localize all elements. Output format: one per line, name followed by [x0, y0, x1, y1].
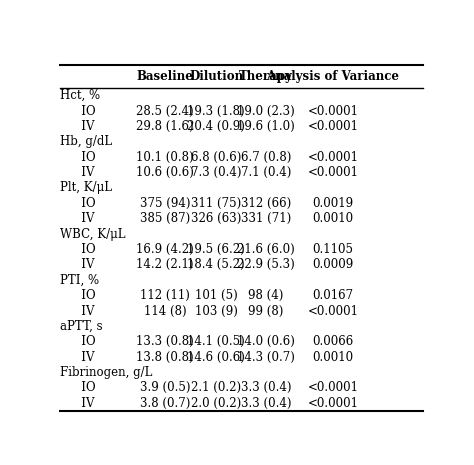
Text: 10.6 (0.6): 10.6 (0.6) — [136, 166, 194, 179]
Text: 7.3 (0.4): 7.3 (0.4) — [191, 166, 242, 179]
Text: IO: IO — [70, 381, 95, 394]
Text: 311 (75): 311 (75) — [191, 197, 241, 210]
Text: 385 (87): 385 (87) — [140, 212, 190, 225]
Text: 22.9 (5.3): 22.9 (5.3) — [237, 259, 295, 272]
Text: 0.0167: 0.0167 — [312, 289, 354, 302]
Text: 3.3 (0.4): 3.3 (0.4) — [241, 397, 291, 410]
Text: <0.0001: <0.0001 — [308, 397, 358, 410]
Text: 101 (5): 101 (5) — [195, 289, 237, 302]
Text: Therapy: Therapy — [239, 70, 293, 83]
Text: 103 (9): 103 (9) — [195, 305, 238, 318]
Text: 2.1 (0.2): 2.1 (0.2) — [191, 381, 241, 394]
Text: aPTT, s: aPTT, s — [60, 320, 103, 333]
Text: 0.0010: 0.0010 — [312, 212, 354, 225]
Text: Fibrinogen, g/L: Fibrinogen, g/L — [60, 366, 153, 379]
Text: 6.7 (0.8): 6.7 (0.8) — [241, 151, 291, 164]
Text: IO: IO — [70, 197, 95, 210]
Text: 14.0 (0.6): 14.0 (0.6) — [237, 335, 295, 348]
Text: 28.5 (2.4): 28.5 (2.4) — [136, 105, 194, 118]
Text: 3.8 (0.7): 3.8 (0.7) — [140, 397, 190, 410]
Text: IV: IV — [70, 120, 94, 133]
Text: <0.0001: <0.0001 — [308, 105, 358, 118]
Text: Analysis of Variance: Analysis of Variance — [266, 70, 400, 83]
Text: IO: IO — [70, 335, 95, 348]
Text: 0.1105: 0.1105 — [312, 243, 354, 256]
Text: Hb, g/dL: Hb, g/dL — [60, 135, 112, 148]
Text: <0.0001: <0.0001 — [308, 166, 358, 179]
Text: 312 (66): 312 (66) — [241, 197, 291, 210]
Text: 19.5 (6.2): 19.5 (6.2) — [187, 243, 245, 256]
Text: Dilution: Dilution — [189, 70, 243, 83]
Text: Baseline: Baseline — [137, 70, 193, 83]
Text: IO: IO — [70, 243, 95, 256]
Text: 0.0010: 0.0010 — [312, 351, 354, 364]
Text: PTI, %: PTI, % — [60, 274, 100, 287]
Text: 19.0 (2.3): 19.0 (2.3) — [237, 105, 295, 118]
Text: IO: IO — [70, 151, 95, 164]
Text: 18.4 (5.2): 18.4 (5.2) — [188, 259, 245, 272]
Text: 326 (63): 326 (63) — [191, 212, 241, 225]
Text: IV: IV — [70, 397, 94, 410]
Text: IO: IO — [70, 105, 95, 118]
Text: 21.6 (6.0): 21.6 (6.0) — [237, 243, 295, 256]
Text: 3.3 (0.4): 3.3 (0.4) — [241, 381, 291, 394]
Text: 14.2 (2.1): 14.2 (2.1) — [136, 259, 193, 272]
Text: IV: IV — [70, 305, 94, 318]
Text: Hct, %: Hct, % — [60, 89, 100, 102]
Text: IV: IV — [70, 351, 94, 364]
Text: WBC, K/μL: WBC, K/μL — [60, 228, 126, 240]
Text: 13.8 (0.8): 13.8 (0.8) — [136, 351, 194, 364]
Text: <0.0001: <0.0001 — [308, 151, 358, 164]
Text: Plt, K/μL: Plt, K/μL — [60, 181, 112, 194]
Text: 99 (8): 99 (8) — [248, 305, 283, 318]
Text: 14.1 (0.5): 14.1 (0.5) — [187, 335, 245, 348]
Text: 14.3 (0.7): 14.3 (0.7) — [237, 351, 295, 364]
Text: IV: IV — [70, 212, 94, 225]
Text: <0.0001: <0.0001 — [308, 305, 358, 318]
Text: 0.0019: 0.0019 — [312, 197, 354, 210]
Text: 112 (11): 112 (11) — [140, 289, 190, 302]
Text: 13.3 (0.8): 13.3 (0.8) — [136, 335, 194, 348]
Text: 331 (71): 331 (71) — [241, 212, 291, 225]
Text: <0.0001: <0.0001 — [308, 120, 358, 133]
Text: 14.6 (0.6): 14.6 (0.6) — [187, 351, 245, 364]
Text: 6.8 (0.6): 6.8 (0.6) — [191, 151, 241, 164]
Text: 0.0009: 0.0009 — [312, 259, 354, 272]
Text: IO: IO — [70, 289, 95, 302]
Text: 375 (94): 375 (94) — [140, 197, 190, 210]
Text: 29.8 (1.6): 29.8 (1.6) — [136, 120, 194, 133]
Text: IV: IV — [70, 259, 94, 272]
Text: 2.0 (0.2): 2.0 (0.2) — [191, 397, 241, 410]
Text: <0.0001: <0.0001 — [308, 381, 358, 394]
Text: 19.6 (1.0): 19.6 (1.0) — [237, 120, 295, 133]
Text: 7.1 (0.4): 7.1 (0.4) — [241, 166, 291, 179]
Text: 114 (8): 114 (8) — [144, 305, 186, 318]
Text: 16.9 (4.2): 16.9 (4.2) — [136, 243, 194, 256]
Text: 20.4 (0.9): 20.4 (0.9) — [187, 120, 245, 133]
Text: IV: IV — [70, 166, 94, 179]
Text: 10.1 (0.8): 10.1 (0.8) — [136, 151, 194, 164]
Text: 3.9 (0.5): 3.9 (0.5) — [140, 381, 190, 394]
Text: 19.3 (1.8): 19.3 (1.8) — [188, 105, 245, 118]
Text: 0.0066: 0.0066 — [312, 335, 354, 348]
Text: 98 (4): 98 (4) — [248, 289, 283, 302]
